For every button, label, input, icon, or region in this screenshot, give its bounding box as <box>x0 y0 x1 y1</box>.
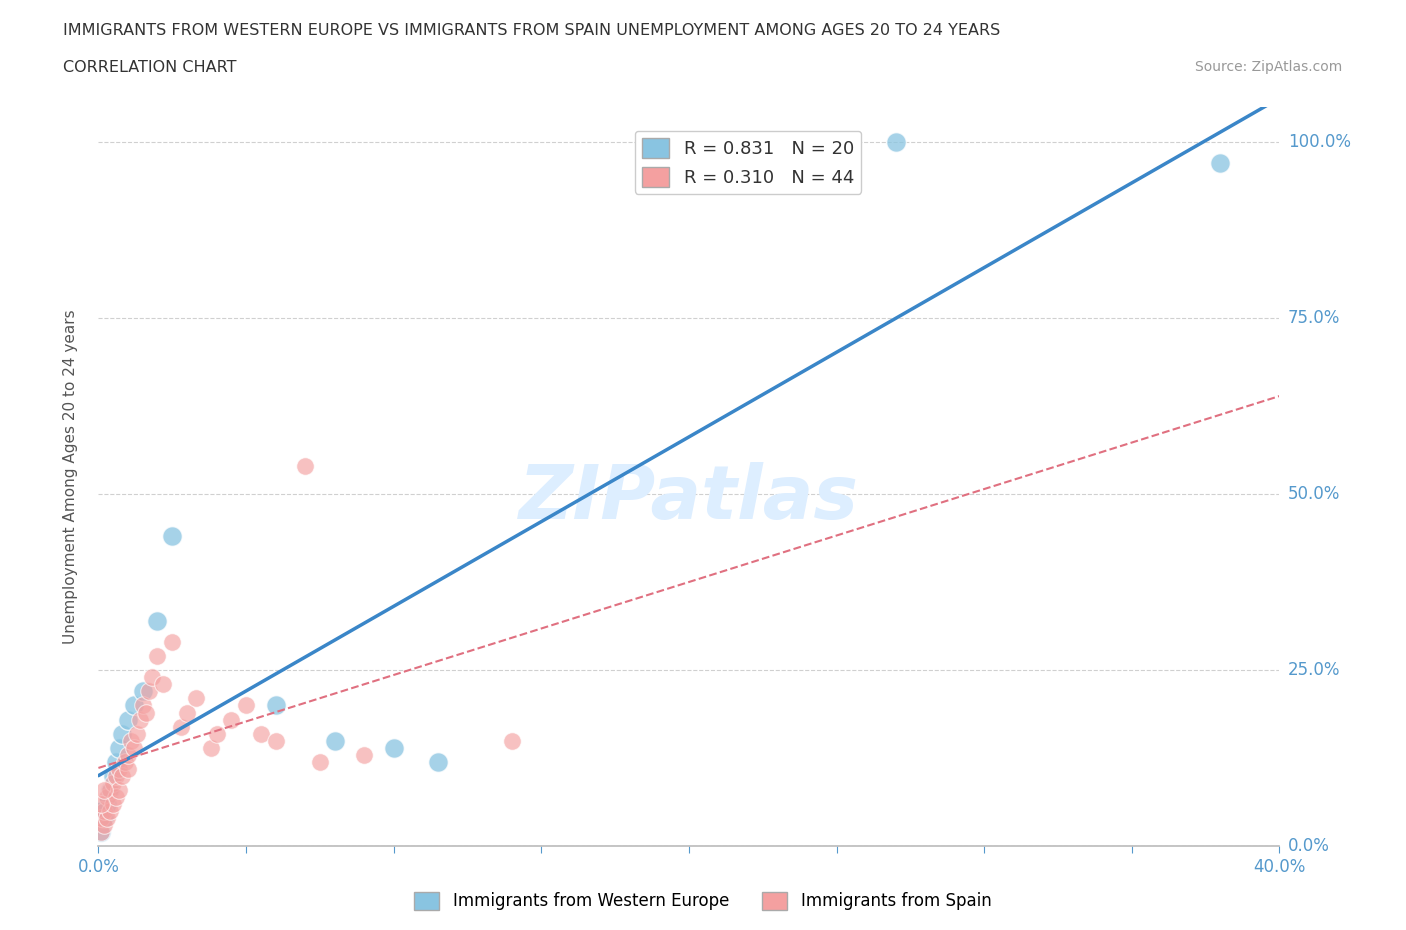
Point <box>132 698 155 713</box>
Point <box>152 677 174 692</box>
Point <box>98 804 121 818</box>
Point <box>1209 156 1232 171</box>
Point <box>105 790 128 804</box>
Point <box>221 712 243 727</box>
Point <box>323 733 346 748</box>
Text: 100.0%: 100.0% <box>1288 133 1351 152</box>
Point <box>264 733 287 748</box>
Point <box>146 649 169 664</box>
Point <box>96 797 118 812</box>
Point <box>138 684 160 698</box>
Text: CORRELATION CHART: CORRELATION CHART <box>63 60 236 75</box>
Point <box>103 768 125 783</box>
Point <box>108 762 131 777</box>
Point <box>103 776 125 790</box>
Point <box>132 684 155 698</box>
Text: 75.0%: 75.0% <box>1288 309 1340 327</box>
Point <box>309 754 332 769</box>
Point <box>146 614 169 629</box>
Point <box>200 740 222 755</box>
Point <box>105 768 128 783</box>
Text: ZIPatlas: ZIPatlas <box>519 462 859 536</box>
Text: 50.0%: 50.0% <box>1288 485 1340 503</box>
Point <box>98 782 121 797</box>
Point <box>96 790 118 804</box>
Point <box>90 804 112 818</box>
Point <box>98 782 121 797</box>
Point <box>111 726 134 741</box>
Point <box>111 768 134 783</box>
Point <box>90 825 112 840</box>
Point <box>128 712 150 727</box>
Point <box>122 698 145 713</box>
Legend: Immigrants from Western Europe, Immigrants from Spain: Immigrants from Western Europe, Immigran… <box>408 885 998 917</box>
Point <box>353 748 375 763</box>
Point <box>117 712 139 727</box>
Point <box>135 705 157 720</box>
Point <box>93 782 115 797</box>
Point <box>122 740 145 755</box>
Point <box>108 740 131 755</box>
Text: IMMIGRANTS FROM WESTERN EUROPE VS IMMIGRANTS FROM SPAIN UNEMPLOYMENT AMONG AGES : IMMIGRANTS FROM WESTERN EUROPE VS IMMIGR… <box>63 23 1001 38</box>
Point <box>250 726 273 741</box>
Point <box>176 705 198 720</box>
Text: Source: ZipAtlas.com: Source: ZipAtlas.com <box>1195 60 1343 74</box>
Point <box>501 733 523 748</box>
Point <box>162 634 183 649</box>
Point <box>427 754 450 769</box>
Point <box>120 733 142 748</box>
Point <box>105 754 128 769</box>
Point <box>205 726 228 741</box>
Text: 0.0%: 0.0% <box>1288 837 1330 856</box>
Point <box>170 719 193 734</box>
Point <box>125 726 148 741</box>
Point <box>90 811 112 826</box>
Point <box>162 529 183 544</box>
Point <box>117 762 139 777</box>
Point <box>235 698 257 713</box>
Point <box>96 811 118 826</box>
Point <box>90 797 112 812</box>
Legend: R = 0.831   N = 20, R = 0.310   N = 44: R = 0.831 N = 20, R = 0.310 N = 44 <box>636 131 860 194</box>
Point <box>382 740 405 755</box>
Point <box>90 825 112 840</box>
Point <box>184 691 207 706</box>
Point <box>108 782 131 797</box>
Point <box>141 670 163 684</box>
Point <box>294 458 316 473</box>
Point <box>93 804 115 818</box>
Y-axis label: Unemployment Among Ages 20 to 24 years: Unemployment Among Ages 20 to 24 years <box>63 310 77 644</box>
Point <box>93 811 115 826</box>
Point <box>884 135 907 150</box>
Point <box>93 817 115 832</box>
Text: 25.0%: 25.0% <box>1288 661 1340 679</box>
Point <box>117 748 139 763</box>
Point <box>114 754 136 769</box>
Point <box>264 698 287 713</box>
Point <box>103 797 125 812</box>
